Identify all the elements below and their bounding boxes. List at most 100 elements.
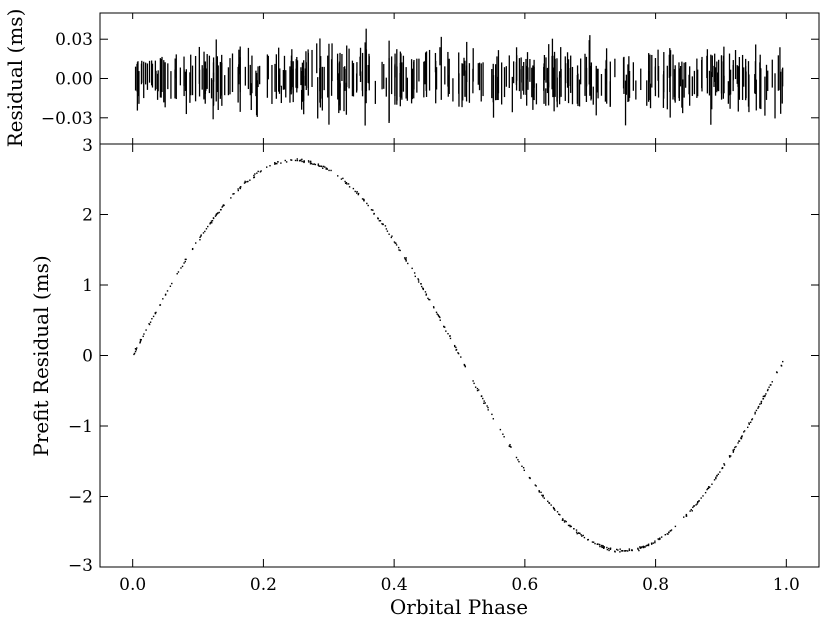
- prefit-point: [215, 213, 218, 215]
- prefit-point: [435, 311, 438, 314]
- prefit-point: [484, 402, 486, 404]
- prefit-point: [559, 514, 561, 516]
- prefit-point: [325, 167, 328, 169]
- prefit-point: [683, 516, 685, 518]
- prefit-point: [405, 259, 407, 261]
- x-tick-label: 1.0: [773, 575, 800, 595]
- prefit-point: [759, 403, 761, 405]
- prefit-point: [322, 165, 325, 168]
- x-tick-label: 0.6: [511, 575, 538, 595]
- prefit-point: [654, 540, 656, 542]
- prefit-point: [449, 337, 452, 340]
- prefit-point: [205, 228, 208, 230]
- prefit-point: [275, 162, 277, 165]
- prefit-point: [763, 395, 765, 397]
- prefit-point: [134, 348, 137, 350]
- prefit-point: [657, 538, 659, 540]
- prefit-point: [602, 545, 604, 547]
- prefit-point: [209, 223, 211, 225]
- prefit-point: [216, 212, 219, 214]
- prefit-point: [352, 187, 355, 190]
- prefit-point: [395, 244, 398, 246]
- prefit-point: [503, 436, 505, 438]
- prefit-point: [658, 538, 661, 540]
- prefit-point: [625, 550, 627, 552]
- prefit-point: [367, 204, 369, 207]
- prefit-point: [502, 433, 504, 435]
- prefit-point: [608, 547, 610, 550]
- prefit-point: [515, 456, 518, 459]
- prefit-point: [202, 232, 205, 234]
- prefit-point: [411, 267, 413, 270]
- y-tick-label: −2: [68, 488, 93, 508]
- prefit-point: [715, 477, 717, 480]
- prefit-point: [342, 177, 344, 180]
- prefit-point: [257, 170, 259, 173]
- prefit-point: [601, 546, 603, 549]
- prefit-point: [212, 217, 215, 219]
- prefit-point: [553, 507, 556, 510]
- y-tick-label: 3: [82, 136, 93, 156]
- prefit-y-axis-label: Prefit Residual (ms): [29, 255, 53, 456]
- prefit-point: [384, 225, 387, 227]
- prefit-point: [296, 158, 298, 160]
- prefit-point: [326, 168, 329, 170]
- prefit-point: [253, 176, 256, 178]
- prefit-point: [542, 494, 544, 497]
- prefit-point: [445, 330, 447, 332]
- prefit-point: [200, 234, 202, 236]
- prefit-point: [162, 298, 164, 300]
- prefit-point: [477, 389, 480, 391]
- prefit-point: [449, 335, 451, 337]
- prefit-point: [310, 161, 312, 163]
- prefit-point: [417, 279, 420, 281]
- prefit-point: [707, 487, 710, 489]
- prefit-point: [620, 550, 623, 552]
- prefit-point: [381, 223, 383, 225]
- prefit-point: [491, 413, 493, 416]
- prefit-point: [771, 381, 773, 383]
- prefit-point: [259, 171, 262, 173]
- prefit-point: [509, 446, 512, 448]
- x-tick-label: 0.0: [119, 575, 146, 595]
- prefit-point: [284, 159, 286, 162]
- prefit-point: [782, 360, 784, 363]
- prefit-point: [640, 547, 642, 549]
- x-axis-label: Orbital Phase: [390, 595, 528, 619]
- prefit-point: [330, 169, 332, 172]
- prefit-point: [148, 323, 151, 326]
- prefit-point: [373, 213, 375, 215]
- prefit-point: [134, 350, 137, 353]
- prefit-point: [308, 161, 310, 163]
- prefit-point: [721, 467, 724, 469]
- prefit-point: [689, 510, 691, 512]
- prefit-point: [543, 497, 545, 499]
- prefit-point: [591, 541, 594, 543]
- prefit-point: [214, 215, 217, 217]
- prefit-point: [317, 164, 319, 166]
- prefit-point: [344, 182, 347, 184]
- prefit-point: [290, 159, 292, 161]
- residual-y-tick-label: −0.03: [41, 109, 93, 129]
- prefit-point: [569, 524, 571, 527]
- prefit-point: [230, 197, 232, 199]
- prefit-point: [366, 202, 368, 205]
- prefit-point: [356, 190, 358, 193]
- prefit-point: [439, 319, 441, 321]
- prefit-point: [276, 162, 278, 165]
- y-tick-label: 0: [82, 347, 93, 367]
- prefit-point: [765, 393, 767, 395]
- prefit-point: [346, 183, 348, 185]
- prefit-point: [417, 281, 420, 283]
- prefit-point: [139, 338, 142, 341]
- prefit-point: [723, 464, 726, 466]
- prefit-point: [582, 534, 584, 537]
- prefit-point: [579, 532, 581, 535]
- prefit-point: [317, 163, 320, 165]
- prefit-point: [207, 225, 209, 228]
- prefit-point: [354, 190, 356, 193]
- prefit-point: [301, 160, 303, 163]
- prefit-point: [277, 161, 279, 163]
- prefit-point: [405, 260, 407, 262]
